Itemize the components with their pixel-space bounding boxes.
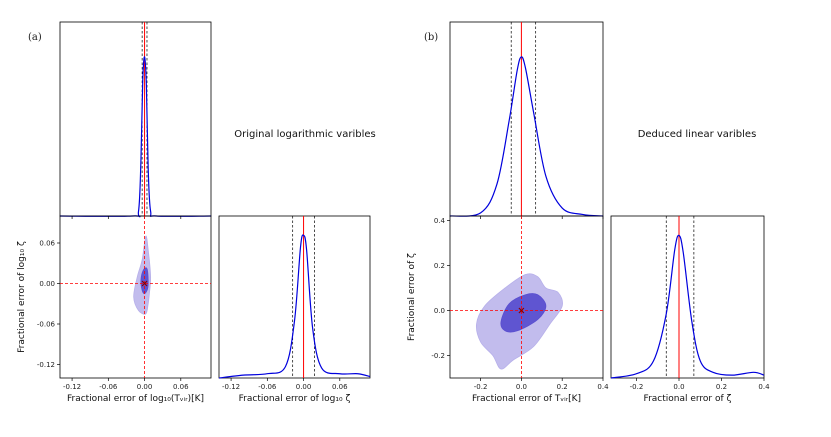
y-tick-label: -0.06 [37, 321, 56, 329]
x-tick-label: 0.2 [557, 383, 568, 391]
top-marginal-curve [59, 56, 212, 218]
x-tick-label: 0.00 [137, 383, 153, 391]
y-tick-label: 0.4 [434, 217, 446, 225]
truth-marker [518, 307, 525, 314]
y-tick-label: -0.2 [431, 352, 445, 360]
x-tick-label: 0.0 [516, 383, 527, 391]
joint-frame [59, 215, 212, 379]
right-marginal-curve [610, 234, 765, 379]
top-marginal-frame [449, 21, 604, 217]
panel-note: Deduced linear varibles [638, 129, 757, 140]
x-tick-label: -0.2 [474, 383, 488, 391]
x-axis-label: Fractional error of log₁₀ ζ [239, 394, 351, 404]
y-tick-label: -0.12 [37, 361, 55, 369]
x-tick-label: 0.06 [332, 383, 348, 391]
x-tick-label: -0.12 [63, 383, 81, 391]
x-axis-label: Fractional error of ζ [644, 394, 732, 404]
joint-frame [449, 215, 604, 379]
panel-label: (b) [424, 32, 438, 43]
x-axis-label: Fractional error of Tᵥᵢᵣ[K] [472, 394, 581, 404]
y-axis-label: Fractional error of log₁₀ ζ [17, 241, 27, 353]
y-tick-label: 0.00 [39, 280, 55, 288]
x-tick-label: 0.4 [597, 383, 609, 391]
x-tick-label: -0.2 [630, 383, 644, 391]
x-tick-label: -0.06 [99, 383, 118, 391]
right-marginal-curve [218, 234, 371, 379]
x-axis-label: Fractional error of log₁₀(Tᵥᵢᵣ)[K] [67, 394, 204, 404]
x-tick-label: 0.0 [673, 383, 684, 391]
y-axis-label: Fractional error of ζ [407, 253, 417, 341]
right-marginal-frame [218, 215, 371, 379]
y-tick-label: 0.2 [434, 262, 445, 270]
right-marginal-frame [610, 215, 765, 379]
y-tick-label: 0.06 [39, 240, 55, 248]
truth-marker [141, 280, 148, 287]
x-tick-label: 0.4 [758, 383, 770, 391]
x-tick-label: 0.2 [716, 383, 727, 391]
panel-label: (a) [28, 32, 42, 43]
x-tick-label: -0.12 [222, 383, 240, 391]
y-tick-label: 0.0 [434, 307, 445, 315]
top-marginal-frame [59, 21, 212, 217]
x-tick-label: 0.00 [296, 383, 312, 391]
x-tick-label: -0.06 [258, 383, 277, 391]
top-marginal-curve [449, 56, 604, 217]
x-tick-label: 0.06 [173, 383, 189, 391]
panel-note: Original logarithmic varibles [234, 129, 375, 140]
